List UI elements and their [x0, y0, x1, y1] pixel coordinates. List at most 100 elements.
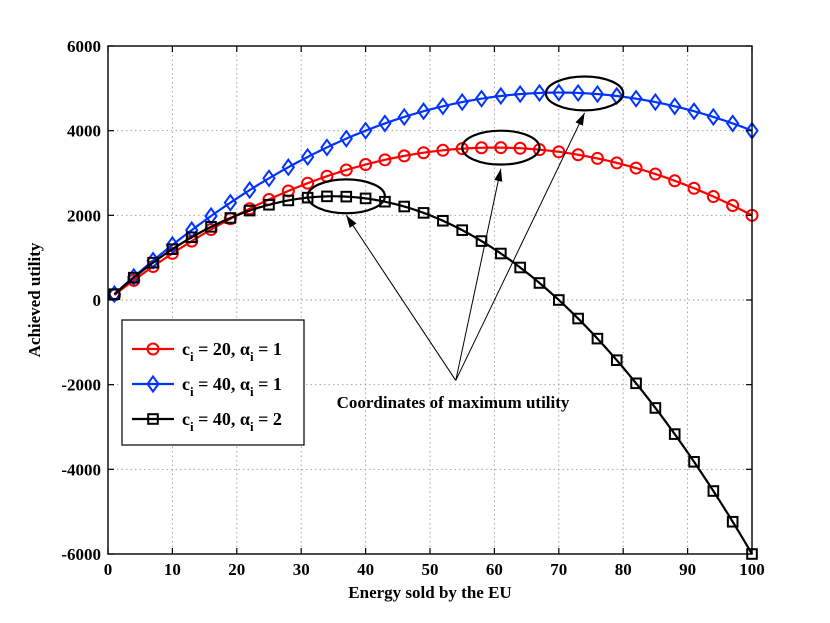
- plot-frame: [107, 45, 753, 555]
- y-tick-label: 4000: [67, 122, 101, 141]
- circle-marker: [668, 174, 682, 188]
- diamond-marker: [706, 107, 721, 127]
- square-marker: [437, 214, 449, 227]
- legend-label-part: i: [190, 349, 194, 364]
- y-tick-label: -2000: [61, 376, 101, 395]
- square-marker: [359, 192, 372, 205]
- legend-entry-label: ci = 40, αi = 2: [182, 409, 282, 434]
- x-tick-label: 10: [164, 560, 181, 579]
- annotation-arrow: [455, 112, 586, 381]
- legend-label-part: = 20,: [194, 339, 240, 359]
- max-utility-ellipse: [306, 178, 387, 215]
- diamond-marker: [571, 83, 585, 103]
- diamond-marker: [416, 102, 431, 121]
- arrow-head: [575, 112, 585, 126]
- diamond-marker: [281, 158, 296, 177]
- diamond-marker: [358, 121, 373, 140]
- circle-marker: [726, 199, 740, 213]
- diamond-marker: [262, 169, 276, 188]
- square-marker: [688, 455, 700, 468]
- circle-marker: [378, 153, 392, 167]
- x-tick-label: 20: [228, 560, 245, 579]
- annotation-arrow: [345, 215, 457, 381]
- x-tick-label: 40: [357, 560, 374, 579]
- circle-marker: [397, 149, 411, 163]
- x-tick-label: 0: [104, 560, 113, 579]
- y-tick-label: -4000: [61, 460, 101, 479]
- y-tick-label: 6000: [67, 37, 101, 56]
- legend-label-part: = 40,: [194, 374, 240, 394]
- diamond-marker: [378, 114, 392, 133]
- diamond-marker: [300, 147, 315, 167]
- circle-marker: [146, 342, 160, 356]
- square-marker: [147, 256, 159, 269]
- circle-marker: [610, 156, 624, 170]
- diamond-marker: [223, 193, 238, 212]
- diamond-marker: [687, 102, 701, 121]
- diamond-marker: [648, 92, 663, 112]
- circle-marker: [552, 145, 566, 159]
- legend-label-part: = 1: [254, 374, 282, 394]
- square-marker: [185, 231, 198, 244]
- grid: [108, 46, 752, 554]
- legend-label-part: α: [240, 339, 250, 359]
- series-line: [113, 195, 753, 555]
- legend-entry-label: ci = 40, αi = 1: [182, 374, 282, 399]
- square-marker: [707, 485, 720, 497]
- square-marker: [243, 204, 256, 217]
- y-tick-label: 0: [93, 291, 102, 310]
- square-marker: [205, 221, 217, 233]
- square-marker: [610, 354, 623, 366]
- x-tick-label: 30: [293, 560, 310, 579]
- legend-label-part: i: [250, 384, 254, 399]
- y-axis-label: Achieved utility: [25, 242, 44, 357]
- x-tick-label: 50: [422, 560, 439, 579]
- diamond-marker: [436, 97, 450, 116]
- square-marker: [340, 190, 353, 203]
- circle-marker: [494, 141, 508, 155]
- legend-label-part: i: [190, 384, 194, 399]
- max-utility-ellipse: [461, 129, 541, 166]
- legend-label-part: α: [240, 374, 250, 394]
- square-marker: [630, 377, 642, 390]
- square-marker: [514, 261, 526, 274]
- diamond-marker: [532, 83, 547, 103]
- x-tick-label: 60: [486, 560, 503, 579]
- legend-label-part: i: [190, 419, 194, 434]
- series-line: [113, 91, 753, 295]
- x-tick-label: 100: [739, 560, 765, 579]
- diamond-marker: [474, 89, 489, 108]
- diamond-marker: [629, 89, 643, 108]
- circle-marker: [706, 190, 720, 204]
- circle-marker: [590, 151, 604, 165]
- diamond-marker: [165, 235, 180, 255]
- series-layer: [107, 83, 759, 560]
- circle-marker: [513, 141, 527, 155]
- square-marker: [668, 428, 681, 440]
- arrow-head: [494, 168, 503, 182]
- arrow-head: [346, 215, 357, 228]
- square-marker: [321, 190, 333, 203]
- legend-label-part: c: [182, 409, 190, 429]
- square-marker: [553, 294, 565, 306]
- diamond-marker: [725, 114, 740, 133]
- circle-marker: [571, 148, 585, 162]
- square-marker: [108, 288, 121, 300]
- annotation-text: Coordinates of maximum utility: [337, 393, 570, 412]
- circle-marker: [417, 146, 431, 160]
- legend-label-part: α: [240, 409, 250, 429]
- square-marker: [533, 277, 546, 289]
- series-line: [113, 146, 753, 296]
- diamond-marker: [513, 84, 527, 104]
- legend-label-part: c: [182, 374, 190, 394]
- diamond-marker: [339, 129, 354, 148]
- circle-marker: [339, 163, 353, 177]
- square-marker: [456, 224, 468, 236]
- square-marker: [417, 207, 430, 219]
- annotation-layer: [306, 75, 625, 381]
- y-tick-label: 2000: [67, 206, 101, 225]
- diamond-marker: [397, 107, 411, 127]
- square-marker: [726, 515, 739, 528]
- square-marker: [398, 200, 411, 213]
- square-marker: [649, 402, 662, 414]
